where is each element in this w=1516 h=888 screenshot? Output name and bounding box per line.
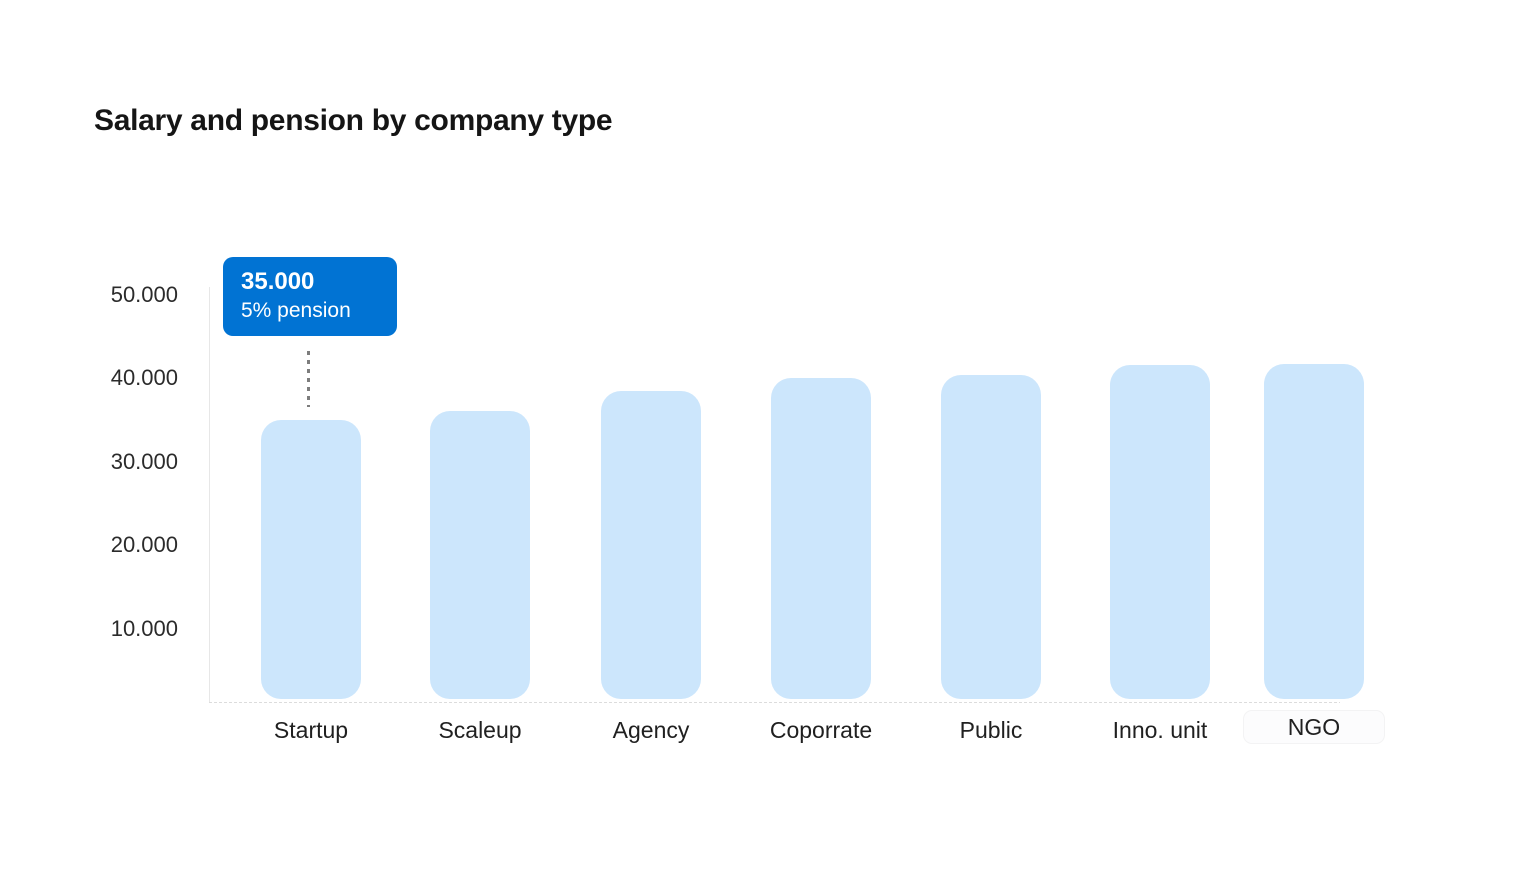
y-axis-tick-label: 30.000 bbox=[110, 448, 178, 474]
bar-coporrate[interactable] bbox=[771, 378, 871, 699]
tooltip: 35.000 5% pension bbox=[223, 257, 397, 336]
bar-agency[interactable] bbox=[601, 390, 701, 699]
bar-startup[interactable] bbox=[261, 419, 361, 699]
x-axis-label: Public bbox=[959, 717, 1023, 743]
x-axis-line bbox=[209, 702, 1340, 703]
bar-inno-unit[interactable] bbox=[1110, 365, 1210, 699]
bar-ngo[interactable] bbox=[1264, 363, 1364, 699]
y-axis-tick-label: 50.000 bbox=[110, 281, 178, 307]
x-axis-label: Startup bbox=[273, 717, 349, 743]
x-axis-label: NGO bbox=[1244, 711, 1384, 743]
y-axis-tick-label: 10.000 bbox=[110, 615, 178, 641]
tooltip-connector-dotted-line bbox=[307, 351, 310, 407]
y-axis-tick-label: 40.000 bbox=[110, 365, 178, 390]
x-axis-label: Inno. unit bbox=[1112, 717, 1208, 743]
y-axis-line bbox=[209, 287, 210, 702]
bar-public[interactable] bbox=[941, 375, 1041, 699]
tooltip-value: 35.000 bbox=[241, 268, 315, 295]
x-axis-label: Scaleup bbox=[438, 717, 522, 743]
chart-title: Salary and pension by company type bbox=[94, 104, 613, 137]
y-axis-tick-label: 20.000 bbox=[110, 532, 178, 557]
bar-scaleup[interactable] bbox=[430, 411, 530, 699]
tooltip-note: 5% pension bbox=[241, 299, 351, 322]
x-axis-label: Agency bbox=[612, 717, 690, 743]
x-axis-label: Coporrate bbox=[769, 717, 873, 743]
